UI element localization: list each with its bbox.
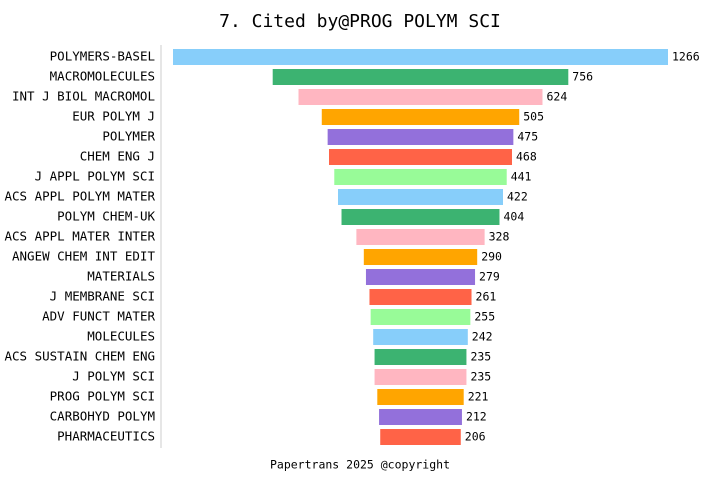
value-label: 212 bbox=[466, 410, 487, 424]
value-label: 441 bbox=[511, 170, 532, 184]
category-label: POLYM CHEM-UK bbox=[57, 209, 155, 224]
bar bbox=[365, 269, 476, 285]
footer: Papertrans 2025 @copyright bbox=[270, 458, 450, 472]
category-label: ACS APPL POLYM MATER bbox=[4, 189, 155, 204]
value-label: 221 bbox=[468, 390, 489, 404]
value-label: 624 bbox=[546, 90, 567, 104]
bar bbox=[370, 309, 471, 325]
value-label: 290 bbox=[481, 250, 502, 264]
bar bbox=[329, 149, 512, 165]
value-label: 206 bbox=[465, 430, 486, 444]
value-label: 475 bbox=[517, 130, 538, 144]
value-label: 328 bbox=[489, 230, 510, 244]
value-label: 235 bbox=[470, 350, 491, 364]
category-label: EUR POLYM J bbox=[72, 109, 155, 124]
bar bbox=[363, 249, 478, 265]
category-label: MACROMOLECULES bbox=[50, 69, 155, 84]
value-label: 242 bbox=[472, 330, 493, 344]
bar bbox=[327, 129, 514, 145]
value-label: 261 bbox=[476, 290, 497, 304]
value-label: 255 bbox=[474, 310, 495, 324]
category-label: PHARMACEUTICS bbox=[57, 429, 155, 444]
category-label: MOLECULES bbox=[87, 329, 155, 344]
bar bbox=[298, 89, 543, 105]
category-label: J APPL POLYM SCI bbox=[35, 169, 155, 184]
bar bbox=[380, 429, 461, 445]
category-label: CHEM ENG J bbox=[80, 149, 155, 164]
bar bbox=[272, 69, 569, 85]
bar bbox=[377, 389, 464, 405]
bar bbox=[173, 49, 668, 65]
category-label: POLYMERS-BASEL bbox=[50, 49, 155, 64]
bar bbox=[379, 409, 462, 425]
category-label: PROG POLYM SCI bbox=[50, 389, 155, 404]
category-label: INT J BIOL MACROMOL bbox=[12, 89, 155, 104]
value-label: 468 bbox=[516, 150, 537, 164]
category-label: POLYMER bbox=[102, 129, 155, 144]
category-label: ACS SUSTAIN CHEM ENG bbox=[4, 349, 155, 364]
chart-title: 7. Cited by@PROG POLYM SCI bbox=[219, 11, 501, 32]
value-label: 422 bbox=[507, 190, 528, 204]
bar bbox=[334, 169, 507, 185]
category-label: ADV FUNCT MATER bbox=[42, 309, 155, 324]
value-label: 1266 bbox=[672, 50, 700, 64]
bar bbox=[374, 349, 467, 365]
category-label: J POLYM SCI bbox=[72, 369, 155, 384]
value-label: 404 bbox=[503, 210, 524, 224]
category-label: CARBOHYD POLYM bbox=[50, 409, 155, 424]
bar bbox=[341, 209, 500, 225]
bar bbox=[356, 229, 485, 245]
category-label: ANGEW CHEM INT EDIT bbox=[12, 249, 155, 264]
bar bbox=[321, 109, 520, 125]
value-label: 756 bbox=[572, 70, 593, 84]
category-label: ACS APPL MATER INTER bbox=[4, 229, 155, 244]
bar bbox=[374, 369, 467, 385]
bar bbox=[338, 189, 503, 205]
value-label: 235 bbox=[470, 370, 491, 384]
value-label: 279 bbox=[479, 270, 500, 284]
category-label: MATERIALS bbox=[87, 269, 155, 284]
bar bbox=[369, 289, 472, 305]
category-label: J MEMBRANE SCI bbox=[50, 289, 155, 304]
bar bbox=[373, 329, 468, 345]
value-label: 505 bbox=[523, 110, 544, 124]
